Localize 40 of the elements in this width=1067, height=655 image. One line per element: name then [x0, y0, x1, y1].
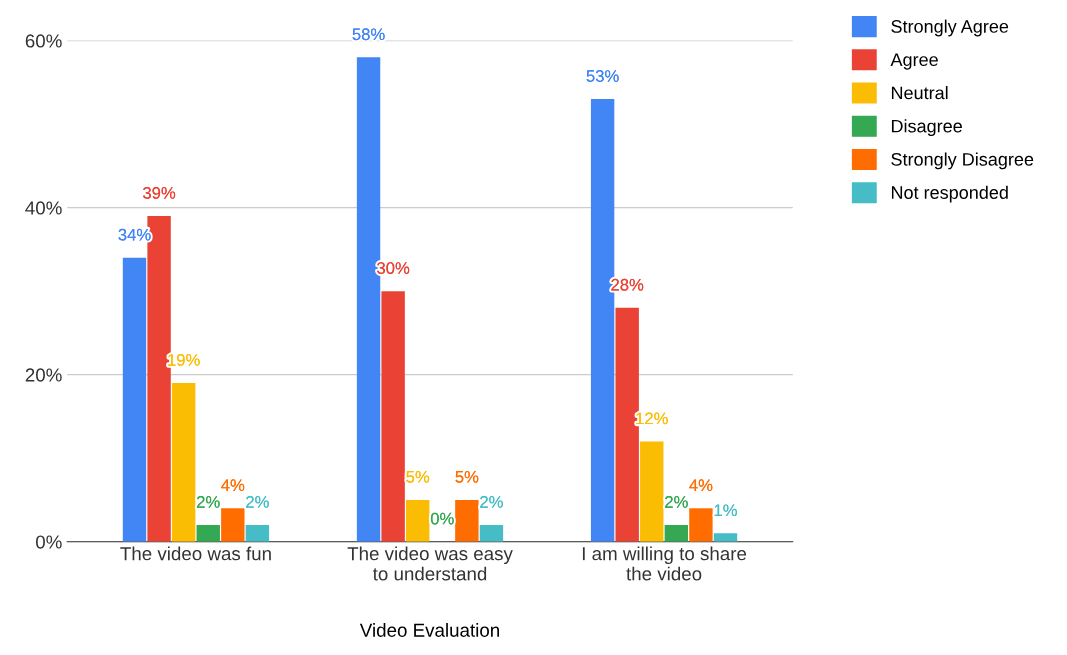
bar	[406, 499, 430, 542]
legend-label: Neutral	[891, 86, 948, 100]
legend-label: Strongly Disagree	[891, 152, 1034, 170]
y-tick-label: 40%	[25, 201, 62, 215]
legend-label: Disagree	[891, 119, 962, 137]
bar	[689, 508, 713, 542]
legend-label: Strongly Agree	[891, 19, 1009, 37]
bar	[122, 257, 147, 542]
data-label: 0%	[430, 512, 454, 525]
y-tick-label: 20%	[25, 368, 62, 382]
bar	[171, 383, 196, 542]
bar	[381, 291, 405, 542]
x-tick-label: I am willing to share the video	[582, 546, 747, 581]
legend-label: Agree	[890, 53, 938, 70]
x-axis-title: Video Evaluation	[359, 623, 499, 637]
data-label: 5%	[406, 471, 430, 483]
data-label: 1%	[714, 504, 737, 517]
bar	[640, 441, 664, 542]
data-label: 4%	[689, 479, 713, 492]
bar	[713, 533, 738, 542]
data-label: 53%	[586, 70, 619, 82]
data-label: 39%	[143, 187, 176, 199]
bar	[455, 499, 479, 542]
bar	[664, 524, 689, 542]
bar	[196, 524, 220, 542]
x-tick-label: The video was easy to understand	[347, 546, 513, 581]
bar	[479, 524, 504, 542]
data-label: 4%	[221, 479, 245, 492]
bar	[221, 508, 245, 542]
y-tick-label: 0%	[35, 535, 62, 549]
y-tick-label: 60%	[25, 34, 62, 48]
data-label: 2%	[246, 496, 269, 508]
legend-label: Not responded	[891, 185, 1008, 203]
data-label: 5%	[455, 471, 479, 483]
data-label: 2%	[480, 496, 503, 508]
x-tick-label: The video was fun	[120, 546, 271, 561]
bar	[245, 524, 270, 542]
data-label: 2%	[665, 496, 688, 508]
data-label: 58%	[352, 28, 385, 41]
data-label: 2%	[197, 496, 220, 508]
